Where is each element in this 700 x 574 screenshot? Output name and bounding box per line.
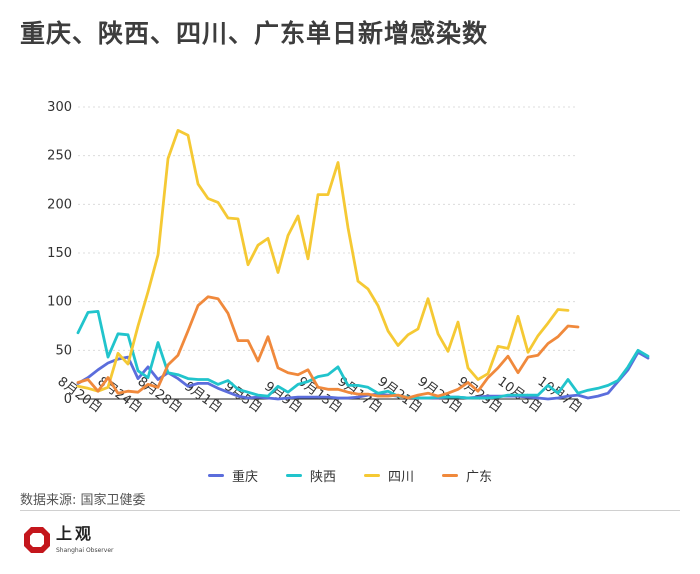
- chart-title: 重庆、陕西、四川、广东单日新增感染数: [20, 19, 489, 48]
- legend-swatch-sichuan: [364, 474, 380, 477]
- logo-text-cn: 上观: [56, 524, 95, 543]
- legend: 重庆 陕西 四川 广东: [0, 466, 700, 485]
- legend-label-shaanxi: 陕西: [309, 470, 336, 485]
- series-line-0: [76, 350, 650, 401]
- series-line-3: [76, 295, 580, 400]
- series-line-1: [76, 309, 650, 400]
- y-axis: 0 50 100 150 200 250 300: [47, 100, 72, 407]
- legend-label-chongqing: 重庆: [231, 470, 258, 485]
- x-tick-label: 8月20日: [55, 374, 105, 416]
- y-tick-label: 100: [47, 295, 72, 310]
- y-tick-label: 250: [47, 149, 72, 164]
- legend-item-chongqing[interactable]: 重庆: [207, 466, 258, 485]
- x-tick-label: 8月24日: [95, 374, 145, 416]
- y-tick-label: 300: [47, 100, 72, 115]
- grid-lines: [78, 106, 578, 351]
- legend-label-guangdong: 广东: [466, 470, 493, 485]
- legend-item-sichuan[interactable]: 四川: [364, 466, 414, 485]
- data-source: 数据来源: 国家卫健委: [20, 493, 146, 508]
- series-lines: [76, 128, 650, 401]
- y-tick-label: 150: [47, 246, 72, 261]
- publisher-logo: 上观 Shanghai Observer: [22, 525, 113, 555]
- legend-item-shaanxi[interactable]: 陕西: [285, 466, 336, 485]
- x-tick-label: 9月13日: [295, 374, 345, 416]
- logo-text-en: Shanghai Observer: [56, 547, 114, 554]
- legend-item-guangdong[interactable]: 广东: [442, 466, 492, 485]
- series-line-2: [76, 128, 570, 393]
- logo-mark-icon: [24, 527, 50, 553]
- legend-swatch-chongqing: [207, 474, 224, 477]
- y-tick-label: 50: [55, 343, 72, 358]
- y-tick-label: 0: [64, 392, 72, 407]
- divider: [20, 510, 680, 511]
- legend-label-sichuan: 四川: [388, 470, 415, 485]
- legend-swatch-guangdong: [442, 474, 459, 477]
- y-tick-label: 200: [47, 197, 72, 212]
- legend-swatch-shaanxi: [285, 474, 302, 477]
